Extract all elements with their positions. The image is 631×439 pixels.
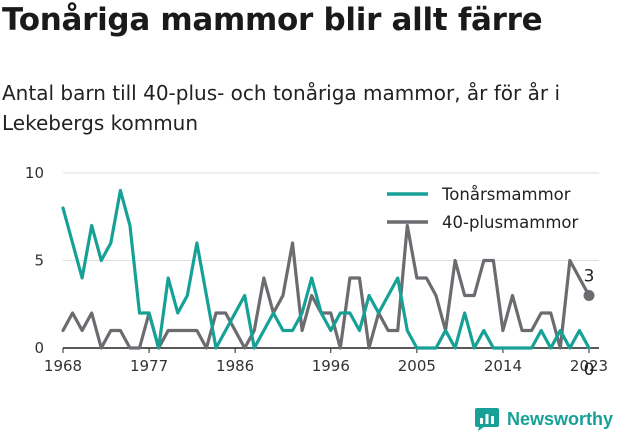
chart-title: Tonåriga mammor blir allt färre	[2, 2, 543, 38]
series-end-point	[583, 290, 595, 301]
x-tick-label: 1977	[130, 357, 168, 375]
end-value-label: 0	[584, 360, 595, 380]
y-tick-label: 5	[34, 252, 44, 270]
y-tick-label: 0	[34, 339, 44, 357]
legend-label: 40-plusmammor	[442, 213, 578, 232]
series-line	[61, 223, 591, 350]
chart-subtitle: Antal barn till 40-plus- och tonåriga ma…	[2, 81, 561, 135]
x-tick-label: 2023	[570, 357, 608, 375]
end-value-label: 3	[584, 267, 595, 287]
x-tick-label: 1996	[312, 357, 350, 375]
x-tick-label: 2014	[484, 357, 522, 375]
x-tick-label: 1968	[44, 357, 82, 375]
newsworthy-logo-icon	[475, 408, 499, 431]
newsworthy-logo: Newsworthy	[474, 406, 613, 432]
newsworthy-logo-text: Newsworthy	[507, 408, 614, 429]
x-tick-label: 2005	[398, 357, 436, 375]
series-line	[61, 188, 591, 350]
legend-label: Tonårsmammor	[441, 185, 571, 204]
x-tick-label: 1986	[216, 357, 254, 375]
line-chart: 0 5 10 1968 1977 1986 1996 2005 2014 2023 3 0 Tonårs…	[25, 164, 608, 380]
y-tick-label: 10	[25, 164, 44, 182]
